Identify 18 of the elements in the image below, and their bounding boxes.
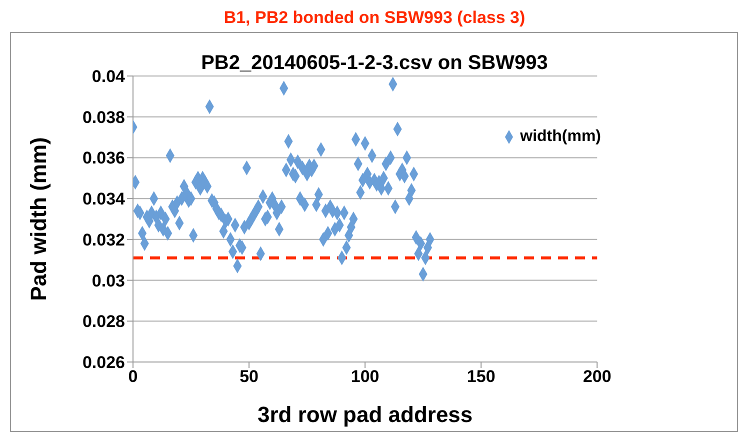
text: B1, PB2 bonded on SBW993 (class 3) (222, 8, 526, 28)
y-tick-label: 0.028 (82, 312, 125, 332)
x-tick-label: 0 (128, 367, 138, 386)
y-tick-label: 0.038 (82, 108, 125, 127)
x-tick-label: 50 (240, 367, 258, 386)
x-tick-label: 200 (582, 367, 612, 386)
y-tick-label: 0.03 (92, 271, 125, 290)
y-tick-label: 0.032 (82, 230, 125, 250)
x-tick-label: 150 (466, 367, 496, 386)
x-axis-title: 3rd row pad address (257, 402, 473, 427)
x-tick-label: 100 (350, 367, 380, 386)
y-tick-label: 0.034 (82, 190, 126, 209)
y-tick-label: 0.04 (92, 67, 126, 86)
y-tick-label: 0.026 (82, 353, 125, 372)
legend-label: width(mm) (520, 128, 601, 145)
y-tick-label: 0.036 (82, 148, 125, 168)
y-axis-title: Pad width (mm) (26, 137, 51, 301)
chart-title: PB2_20140605-1-2-3.csv on SBW993 (201, 52, 548, 74)
